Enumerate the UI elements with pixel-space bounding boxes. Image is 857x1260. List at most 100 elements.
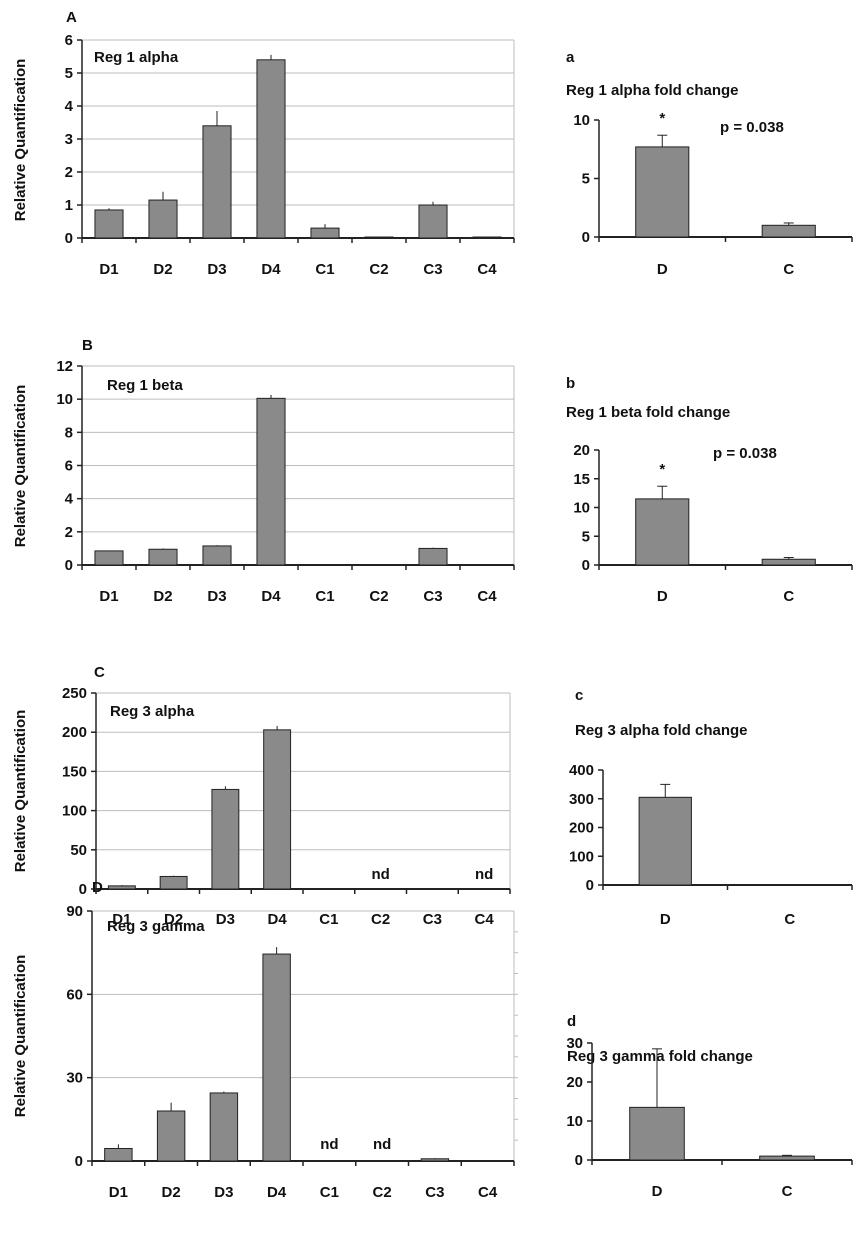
y-tick-label: 2 <box>65 524 73 541</box>
y-tick-label: 10 <box>566 1113 583 1130</box>
panel-c-group: c Reg 3 alpha fold change 0 100 200 300 400 D C <box>569 687 853 928</box>
bar-C2 <box>364 236 394 239</box>
bar-D <box>638 796 692 886</box>
bar-D1 <box>94 209 124 239</box>
bar-C <box>759 1155 815 1161</box>
x-tick-label: C4 <box>478 1184 498 1201</box>
y-tick-label: 4 <box>65 98 74 115</box>
y-tick-label: 6 <box>65 32 73 49</box>
y-axis-label: Relative Quantification <box>12 710 29 873</box>
chart-title: Reg 1 alpha fold change <box>566 82 739 99</box>
y-tick-label: 15 <box>573 471 590 488</box>
panel-B-group: B Reg 1 beta 0 2 4 6 8 10 12 Relative Quantificat… <box>12 337 515 605</box>
x-tick-label: C1 <box>319 911 338 928</box>
x-tick-label: C4 <box>475 911 495 928</box>
bar-D4 <box>256 397 286 566</box>
y-tick-label: 4 <box>65 491 74 508</box>
x-tick-label: C <box>783 588 794 605</box>
y-tick-label: 150 <box>62 763 87 780</box>
x-tick-label: D1 <box>109 1184 128 1201</box>
panel-letter: B <box>82 337 93 354</box>
y-tick-label: 6 <box>65 458 73 475</box>
x-tick-label: C2 <box>369 588 388 605</box>
x-tick-label: D4 <box>261 588 281 605</box>
y-tick-label: 0 <box>586 877 594 894</box>
y-tick-label: 60 <box>66 986 83 1003</box>
bar-C4 <box>472 236 502 239</box>
y-tick-label: 90 <box>66 903 83 920</box>
x-tick-label: D3 <box>214 1184 233 1201</box>
panel-letter: A <box>66 9 77 26</box>
y-tick-label: 250 <box>62 685 87 702</box>
x-tick-label: D3 <box>207 588 226 605</box>
bar-D3 <box>202 125 232 239</box>
y-tick-label: 12 <box>56 358 73 375</box>
x-tick-label: C1 <box>320 1184 339 1201</box>
x-tick-label: D <box>657 261 668 278</box>
y-tick-label: 5 <box>65 65 73 82</box>
chart-title: Reg 1 alpha <box>94 49 179 66</box>
x-tick-label: C4 <box>477 261 497 278</box>
x-tick-label: C3 <box>423 261 442 278</box>
y-tick-label: 0 <box>79 881 87 898</box>
x-tick-label: C3 <box>425 1184 444 1201</box>
y-tick-label: 100 <box>62 803 87 820</box>
x-tick-label: C3 <box>423 911 442 928</box>
chart-title: Reg 3 alpha <box>110 703 195 720</box>
y-tick-label: 3 <box>65 131 73 148</box>
y-tick-label: 100 <box>569 848 594 865</box>
x-tick-label: C2 <box>373 1184 392 1201</box>
panel-letter: a <box>566 49 575 66</box>
annotation-nd: nd <box>320 1136 338 1153</box>
panel-A-group: A Reg 1 alpha 0 1 2 3 4 5 6 Relative Quantificati… <box>12 9 515 278</box>
x-tick-label: C1 <box>315 261 334 278</box>
annotation-nd: nd <box>373 1136 391 1153</box>
bar-D3 <box>211 788 240 890</box>
y-tick-label: 400 <box>569 762 594 779</box>
bar-D2 <box>159 875 188 890</box>
bar-D <box>629 1106 685 1161</box>
bar-C <box>761 558 816 566</box>
y-tick-label: 30 <box>566 1035 583 1052</box>
panel-letter: D <box>92 879 103 896</box>
x-tick-label: D1 <box>99 261 118 278</box>
bar-D1 <box>107 885 136 890</box>
y-tick-label: 5 <box>582 528 590 545</box>
bar-D4 <box>262 953 291 1162</box>
panel-a-group: a Reg 1 alpha fold change 0 5 10 D * Cp = 0.038 <box>566 49 853 278</box>
y-tick-label: 50 <box>70 842 87 859</box>
y-tick-label: 1 <box>65 197 73 214</box>
chart-title: Reg 1 beta <box>107 377 184 394</box>
x-tick-label: D <box>657 588 668 605</box>
x-tick-label: C2 <box>371 911 390 928</box>
x-tick-label: D2 <box>162 1184 181 1201</box>
x-tick-label: D <box>652 1183 663 1200</box>
y-tick-label: 8 <box>65 424 73 441</box>
x-tick-label: D4 <box>267 1184 287 1201</box>
x-tick-label: D1 <box>112 911 131 928</box>
panel-letter: C <box>94 664 105 681</box>
y-axis-label: Relative Quantification <box>12 955 29 1118</box>
y-tick-label: 200 <box>569 820 594 837</box>
x-tick-label: C <box>784 911 795 928</box>
p-value-label: p = 0.038 <box>713 445 777 462</box>
x-tick-label: C1 <box>315 588 334 605</box>
panel-letter: b <box>566 375 575 392</box>
panel-letter: d <box>567 1013 576 1030</box>
y-tick-label: 200 <box>62 724 87 741</box>
x-tick-label: D <box>660 911 671 928</box>
bar-D1 <box>94 550 124 566</box>
y-tick-label: 0 <box>75 1153 83 1170</box>
chart-title: Reg 1 beta fold change <box>566 404 730 421</box>
bar-C1 <box>310 227 340 239</box>
x-tick-label: D2 <box>153 588 172 605</box>
y-tick-label: 2 <box>65 164 73 181</box>
x-tick-label: D4 <box>261 261 281 278</box>
y-tick-label: 0 <box>65 230 73 247</box>
x-tick-label: C <box>783 261 794 278</box>
y-tick-label: 0 <box>582 229 590 246</box>
y-tick-label: 10 <box>573 112 590 129</box>
panel-letter: c <box>575 687 583 704</box>
panel-D-group: D Reg 3 gamma 0 30 60 90 Relative Quantificati… <box>12 879 518 1201</box>
